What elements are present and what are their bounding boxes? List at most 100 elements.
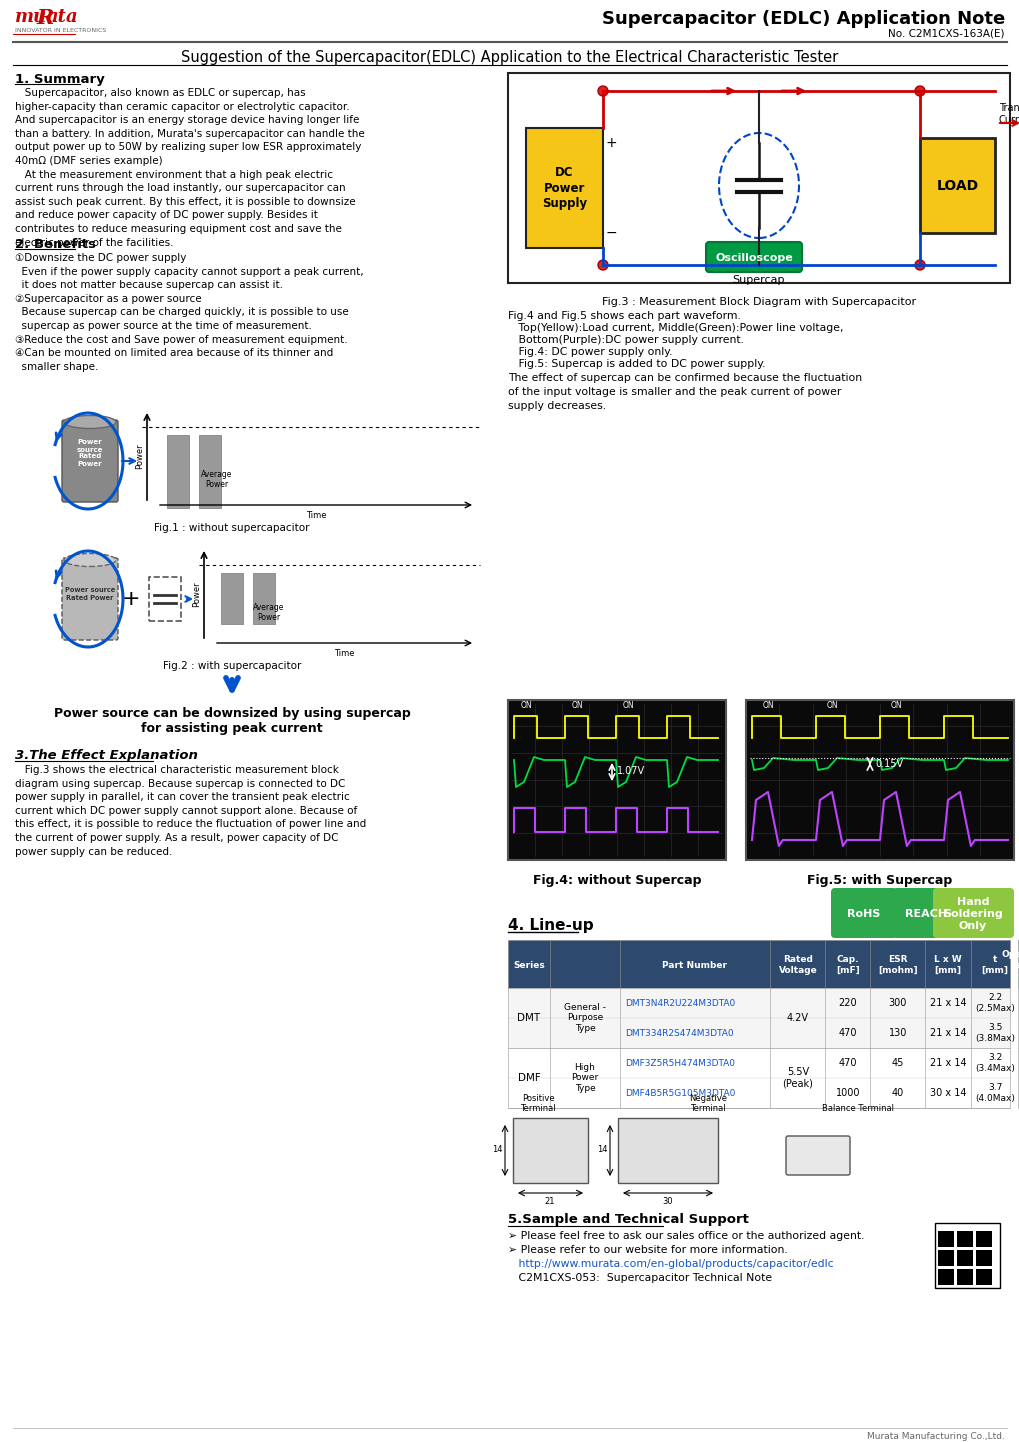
Circle shape: [914, 87, 924, 97]
Text: Time: Time: [333, 649, 354, 658]
Text: Negative
Terminal: Negative Terminal: [688, 1093, 727, 1113]
Text: 21 x 14: 21 x 14: [928, 1028, 965, 1038]
Bar: [937, 1269, 953, 1285]
Text: ➢ Please feel free to ask our sales office or the authorized agent.: ➢ Please feel free to ask our sales offi…: [507, 1231, 864, 1242]
Text: 45: 45: [891, 1058, 903, 1069]
FancyBboxPatch shape: [786, 1136, 849, 1175]
Text: Fig.4: without Supercap: Fig.4: without Supercap: [532, 874, 701, 887]
Text: Murata Manufacturing Co.,Ltd.
Page 1 / 1: Murata Manufacturing Co.,Ltd. Page 1 / 1: [866, 1432, 1004, 1442]
Text: 14: 14: [492, 1145, 502, 1155]
Text: 3.2
(3.4Max): 3.2 (3.4Max): [974, 1053, 1014, 1073]
Text: Fig.3 : Measurement Block Diagram with Supercapacitor: Fig.3 : Measurement Block Diagram with S…: [601, 297, 915, 307]
Circle shape: [597, 260, 607, 270]
Bar: [507, 699, 726, 859]
Text: The effect of supercap can be confirmed because the fluctuation
of the input vol: The effect of supercap can be confirmed …: [507, 373, 861, 411]
Text: 220: 220: [838, 998, 857, 1008]
Text: LOAD: LOAD: [935, 179, 977, 192]
Text: +: +: [605, 136, 618, 150]
Text: INNOVATOR IN ELECTRONICS: INNOVATOR IN ELECTRONICS: [15, 27, 106, 33]
Bar: [221, 572, 243, 624]
Text: 470: 470: [838, 1058, 856, 1069]
Bar: [956, 1269, 972, 1285]
Bar: [507, 940, 1009, 988]
Text: 1.07V: 1.07V: [616, 766, 644, 776]
FancyBboxPatch shape: [62, 420, 118, 502]
FancyBboxPatch shape: [62, 558, 118, 640]
Text: ①Downsize the DC power supply
  Even if the power supply capacity cannot support: ①Downsize the DC power supply Even if th…: [15, 252, 363, 372]
Bar: [253, 572, 275, 624]
Bar: [975, 1231, 991, 1247]
Bar: [937, 1250, 953, 1266]
Text: Positive
Terminal: Positive Terminal: [520, 1093, 555, 1113]
Text: Bottom(Purple):DC power supply current.: Bottom(Purple):DC power supply current.: [507, 335, 743, 345]
Text: Supercapacitor (EDLC) Application Note: Supercapacitor (EDLC) Application Note: [601, 10, 1004, 27]
Text: 21 x 14: 21 x 14: [928, 1058, 965, 1069]
Bar: [167, 435, 189, 508]
Text: Power: Power: [135, 443, 144, 469]
Bar: [975, 1250, 991, 1266]
Bar: [149, 577, 180, 622]
Text: 21: 21: [544, 1197, 554, 1206]
Ellipse shape: [64, 415, 116, 428]
Text: 30: 30: [662, 1197, 673, 1206]
Text: ON: ON: [520, 701, 531, 709]
Text: DC
Power
Supply: DC Power Supply: [541, 166, 587, 209]
Text: 4. Line-up: 4. Line-up: [507, 919, 593, 933]
FancyBboxPatch shape: [892, 888, 958, 937]
Text: Fig.1 : without supercapacitor: Fig.1 : without supercapacitor: [154, 523, 310, 534]
Text: 470: 470: [838, 1028, 856, 1038]
Text: 1. Summary: 1. Summary: [15, 74, 105, 87]
Text: Cap.
[mF]: Cap. [mF]: [836, 955, 859, 975]
Text: 5.5V
(Peak): 5.5V (Peak): [782, 1067, 812, 1089]
Text: ➢ Please refer to our website for more information.: ➢ Please refer to our website for more i…: [507, 1244, 787, 1255]
Text: mu: mu: [15, 9, 47, 26]
Bar: [745, 699, 1013, 859]
Bar: [199, 435, 221, 508]
Text: Time: Time: [306, 510, 326, 521]
Bar: [526, 128, 602, 248]
Text: Power source
Rated Power: Power source Rated Power: [65, 587, 115, 600]
Text: Supercap: Supercap: [732, 275, 785, 286]
Text: General -
Purpose
Type: General - Purpose Type: [564, 1004, 605, 1032]
Text: ata: ata: [47, 9, 78, 26]
Bar: [507, 988, 1009, 1048]
Text: 21 x 14: 21 x 14: [928, 998, 965, 1008]
Text: Fig.4: DC power supply only.: Fig.4: DC power supply only.: [507, 348, 672, 358]
Text: 4.2V: 4.2V: [787, 1012, 808, 1022]
FancyBboxPatch shape: [830, 888, 896, 937]
Text: Part Number: Part Number: [662, 960, 727, 969]
Text: Oscilloscope: Oscilloscope: [714, 252, 792, 262]
Text: DMT: DMT: [517, 1012, 540, 1022]
Text: 14: 14: [597, 1145, 607, 1155]
Bar: [975, 1269, 991, 1285]
Text: C2M1CXS-053:  Supercapacitor Technical Note: C2M1CXS-053: Supercapacitor Technical No…: [507, 1273, 771, 1283]
Text: Supercapacitor, also known as EDLC or supercap, has
higher-capacity than ceramic: Supercapacitor, also known as EDLC or su…: [15, 88, 365, 248]
Bar: [956, 1231, 972, 1247]
Bar: [956, 1250, 972, 1266]
Ellipse shape: [64, 554, 116, 567]
Text: ON: ON: [890, 701, 901, 709]
Text: 30 x 14: 30 x 14: [929, 1089, 965, 1097]
Text: Operating
Temp.
(°C): Operating Temp. (°C): [1001, 950, 1019, 981]
Text: http://www.murata.com/en-global/products/capacitor/edlc: http://www.murata.com/en-global/products…: [507, 1259, 833, 1269]
Text: Fig.5: Supercap is added to DC power supply.: Fig.5: Supercap is added to DC power sup…: [507, 359, 764, 369]
Text: +: +: [121, 588, 141, 609]
Text: Fig.3 shows the electrical characteristic measurement block
diagram using superc: Fig.3 shows the electrical characteristi…: [15, 766, 366, 857]
Text: Power source can be downsized by using supercap
for assisting peak current: Power source can be downsized by using s…: [54, 707, 410, 735]
Text: 130: 130: [888, 1028, 906, 1038]
Bar: [507, 74, 1009, 283]
Text: −: −: [605, 226, 618, 239]
Text: t
[mm]: t [mm]: [980, 955, 1008, 975]
Text: DMT334R2S474M3DTA0: DMT334R2S474M3DTA0: [625, 1028, 733, 1037]
Text: Fig.2 : with supercapacitor: Fig.2 : with supercapacitor: [163, 660, 301, 671]
Text: Suggestion of the Supercapacitor(EDLC) Application to the Electrical Characteris: Suggestion of the Supercapacitor(EDLC) A…: [181, 50, 838, 65]
Text: 2. Benefits: 2. Benefits: [15, 238, 96, 251]
Text: Transient
Current: Transient Current: [998, 102, 1019, 124]
Text: High
Power
Type: High Power Type: [571, 1063, 598, 1093]
Text: Top(Yellow):Load current, Middle(Green):Power line voltage,: Top(Yellow):Load current, Middle(Green):…: [507, 323, 843, 333]
Text: Power: Power: [192, 581, 201, 607]
Text: DMF3Z5R5H474M3DTA0: DMF3Z5R5H474M3DTA0: [625, 1058, 735, 1067]
Text: No. C2M1CXS-163A(E): No. C2M1CXS-163A(E): [888, 27, 1004, 37]
Bar: [618, 1118, 717, 1182]
Text: ON: ON: [761, 701, 773, 709]
